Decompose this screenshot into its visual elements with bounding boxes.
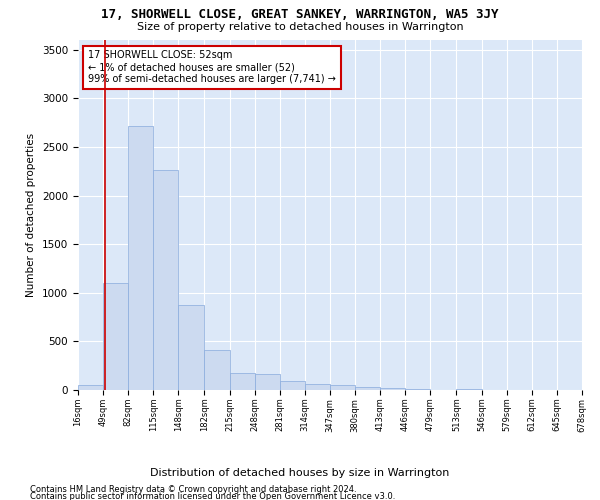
Text: 17 SHORWELL CLOSE: 52sqm
← 1% of detached houses are smaller (52)
99% of semi-de: 17 SHORWELL CLOSE: 52sqm ← 1% of detache… — [88, 50, 336, 84]
Bar — [355, 387, 380, 390]
Bar — [178, 306, 205, 390]
Bar — [78, 384, 103, 390]
Bar — [230, 374, 254, 390]
Text: Size of property relative to detached houses in Warrington: Size of property relative to detached ho… — [137, 22, 463, 32]
Bar — [380, 388, 406, 390]
Bar — [330, 385, 355, 390]
Bar — [305, 384, 330, 390]
Text: Contains public sector information licensed under the Open Government Licence v3: Contains public sector information licen… — [30, 492, 395, 500]
Text: Distribution of detached houses by size in Warrington: Distribution of detached houses by size … — [151, 468, 449, 477]
Bar — [280, 381, 305, 390]
Text: Contains HM Land Registry data © Crown copyright and database right 2024.: Contains HM Land Registry data © Crown c… — [30, 485, 356, 494]
Bar — [457, 388, 482, 390]
Text: 17, SHORWELL CLOSE, GREAT SANKEY, WARRINGTON, WA5 3JY: 17, SHORWELL CLOSE, GREAT SANKEY, WARRIN… — [101, 8, 499, 20]
Bar — [406, 388, 430, 390]
Y-axis label: Number of detached properties: Number of detached properties — [26, 133, 37, 297]
Bar — [254, 374, 280, 390]
Bar — [154, 170, 178, 390]
Bar — [205, 350, 230, 390]
Bar — [128, 126, 154, 390]
Bar — [103, 283, 128, 390]
